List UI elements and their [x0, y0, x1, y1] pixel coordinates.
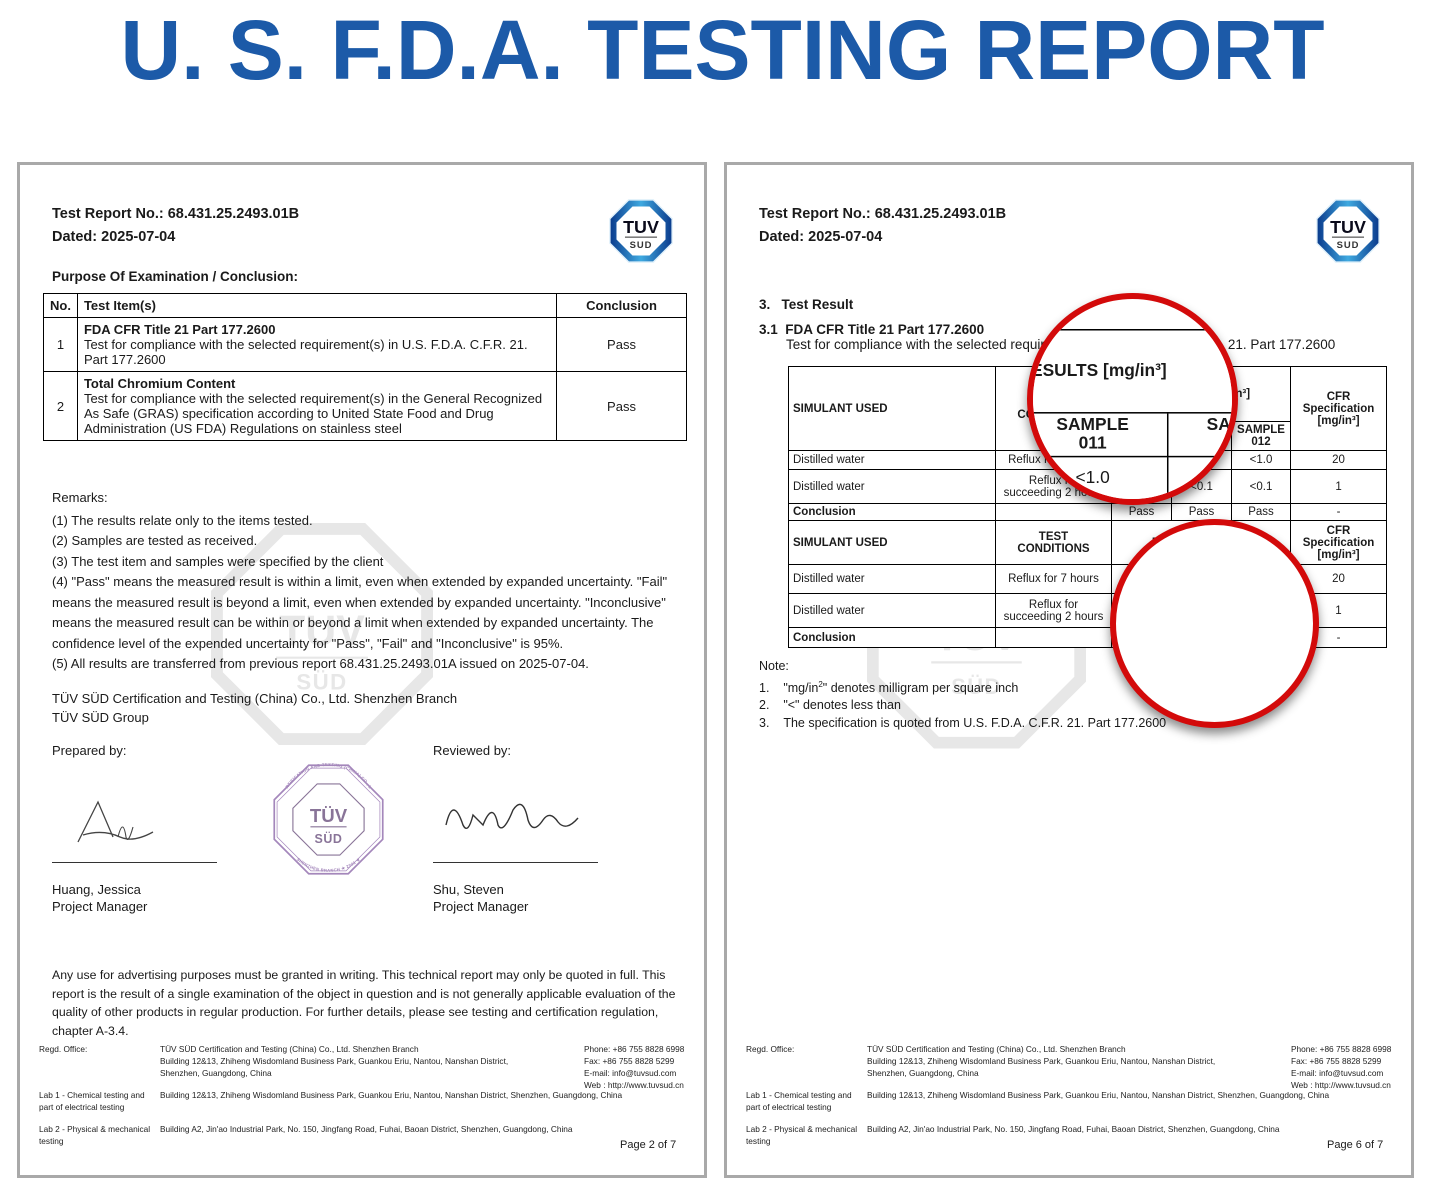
- svg-text:SÜD: SÜD: [315, 831, 343, 846]
- svg-text:TUV: TUV: [623, 217, 659, 237]
- svg-text:TÜV: TÜV: [310, 805, 348, 826]
- svg-text:TUV: TUV: [1330, 217, 1366, 237]
- svg-text:SUD: SUD: [630, 239, 653, 250]
- svg-text:SUD: SUD: [1337, 239, 1360, 250]
- svg-text:CERTIFICATION AND TESTING (CHI: CERTIFICATION AND TESTING (CHINA) CO., L…: [271, 763, 373, 790]
